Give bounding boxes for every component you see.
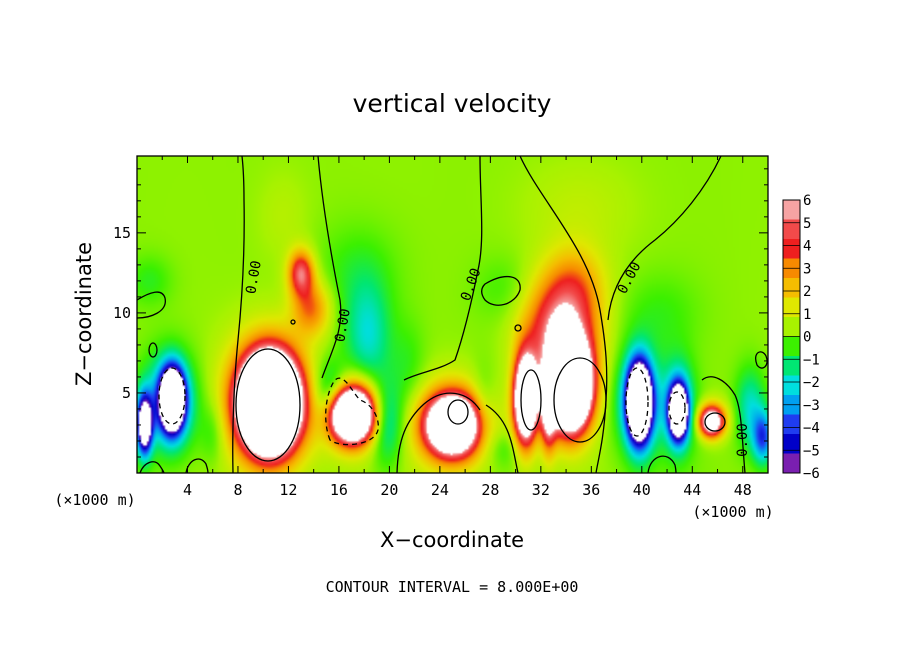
x-tick-label: 8 <box>233 481 242 499</box>
contour-label: 0.00 <box>243 259 265 295</box>
colorbar-label: −5 <box>803 443 820 459</box>
contour-line-negative <box>625 367 649 437</box>
colorbar-label: 2 <box>803 284 811 300</box>
x-tick-label: 12 <box>279 481 297 499</box>
x-tick-label: 40 <box>633 481 651 499</box>
colorbar-label: −6 <box>803 466 820 482</box>
colorbar-label: 6 <box>803 193 811 209</box>
contour-line <box>137 291 166 319</box>
colorbar-label: 0 <box>803 330 811 346</box>
contour-line <box>480 276 521 306</box>
contour-interval-footer: CONTOUR INTERVAL = 8.000E+00 <box>326 578 579 596</box>
x-tick-label: 16 <box>330 481 348 499</box>
x-tick-label: 24 <box>431 481 449 499</box>
contour-line-negative <box>158 367 186 425</box>
x-tick-label: 20 <box>380 481 398 499</box>
contour-label: 0.00 <box>735 423 751 457</box>
y-axis-label: Z−coordinate <box>72 242 96 386</box>
zero-contours <box>137 156 768 473</box>
x-tick-label: 28 <box>481 481 499 499</box>
colorbar-swatch <box>783 317 800 337</box>
x-tick-label: 32 <box>532 481 550 499</box>
colorbar-label: −1 <box>803 352 820 368</box>
colorbar-swatch <box>783 375 800 396</box>
contour-line <box>235 348 301 462</box>
contour-line <box>607 156 722 321</box>
y-tick-label: 15 <box>113 224 131 242</box>
colorbar-label: 1 <box>803 307 811 323</box>
y-tick-label: 5 <box>122 384 131 402</box>
colorbar-swatch <box>783 434 800 454</box>
colorbar-swatch <box>783 414 800 435</box>
contour-line <box>520 369 542 431</box>
colorbar-swatch <box>783 297 800 318</box>
contour-line <box>447 399 469 425</box>
plot-area: 0.000.000.00 0.000.00 4 8 12 16 20 24 28 32 36 40 4… <box>113 155 769 499</box>
y-axis: 5 10 15 <box>113 168 768 458</box>
colorbar-label: 4 <box>803 239 811 255</box>
x-axis-label: X−coordinate <box>380 528 524 552</box>
colorbar-label: 5 <box>803 216 811 232</box>
colorbar-label: −4 <box>803 421 820 437</box>
colorbar-label: −3 <box>803 398 820 414</box>
x-tick-label: 36 <box>582 481 600 499</box>
contour-line <box>701 376 746 473</box>
colorbar-swatch <box>783 356 800 376</box>
colorbar: 6 5 4 3 2 1 0 −1 −2 −3 −4 −5 −6 <box>782 193 820 482</box>
contour-line-negative <box>668 391 686 425</box>
contour-line <box>232 156 245 473</box>
contour-line <box>290 319 296 325</box>
x-tick-label: 44 <box>683 481 701 499</box>
colorbar-swatch <box>783 278 800 298</box>
y-tick-label: 10 <box>113 304 131 322</box>
colorbar-label: 3 <box>803 261 811 277</box>
contour-line <box>704 412 726 432</box>
contour-line <box>403 156 483 381</box>
contour-line <box>514 324 522 332</box>
colorbar-swatch <box>783 219 800 240</box>
contour-line <box>647 455 677 473</box>
x-axis: 4 8 12 16 20 24 28 32 36 40 44 48 <box>161 156 752 499</box>
contour-labels: 0.000.000.00 0.000.00 <box>243 259 751 457</box>
colorbar-swatch <box>783 239 800 259</box>
plot-frame <box>136 155 769 474</box>
contour-line <box>317 156 342 379</box>
contour-line <box>148 342 158 358</box>
x-unit-right: (×1000 m) <box>692 503 773 521</box>
contour-line <box>396 392 481 473</box>
velocity-field <box>137 156 768 473</box>
colorbar-swatch <box>783 336 800 357</box>
colorbar-swatch <box>783 200 800 220</box>
contour-label: 0.00 <box>332 307 354 343</box>
x-tick-label: 48 <box>734 481 752 499</box>
contour-line <box>755 351 768 369</box>
chart-title: vertical velocity <box>353 89 552 118</box>
x-unit-left: (×1000 m) <box>54 491 135 509</box>
colorbar-label: −2 <box>803 375 820 391</box>
contour-line <box>519 156 608 473</box>
x-tick-label: 4 <box>183 481 192 499</box>
contour-line <box>485 404 519 473</box>
colorbar-swatch <box>783 453 800 474</box>
contour-line <box>553 357 607 443</box>
contour-line <box>185 458 209 473</box>
